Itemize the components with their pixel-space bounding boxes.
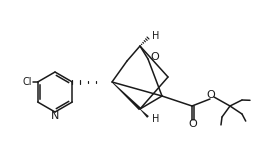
Text: Cl: Cl — [23, 77, 32, 87]
Text: H: H — [152, 114, 159, 124]
Text: O: O — [151, 52, 159, 62]
Text: O: O — [207, 90, 215, 100]
Polygon shape — [140, 109, 149, 118]
Polygon shape — [112, 82, 141, 110]
Text: H: H — [152, 31, 159, 41]
Text: N: N — [51, 111, 59, 121]
Text: O: O — [189, 119, 197, 129]
